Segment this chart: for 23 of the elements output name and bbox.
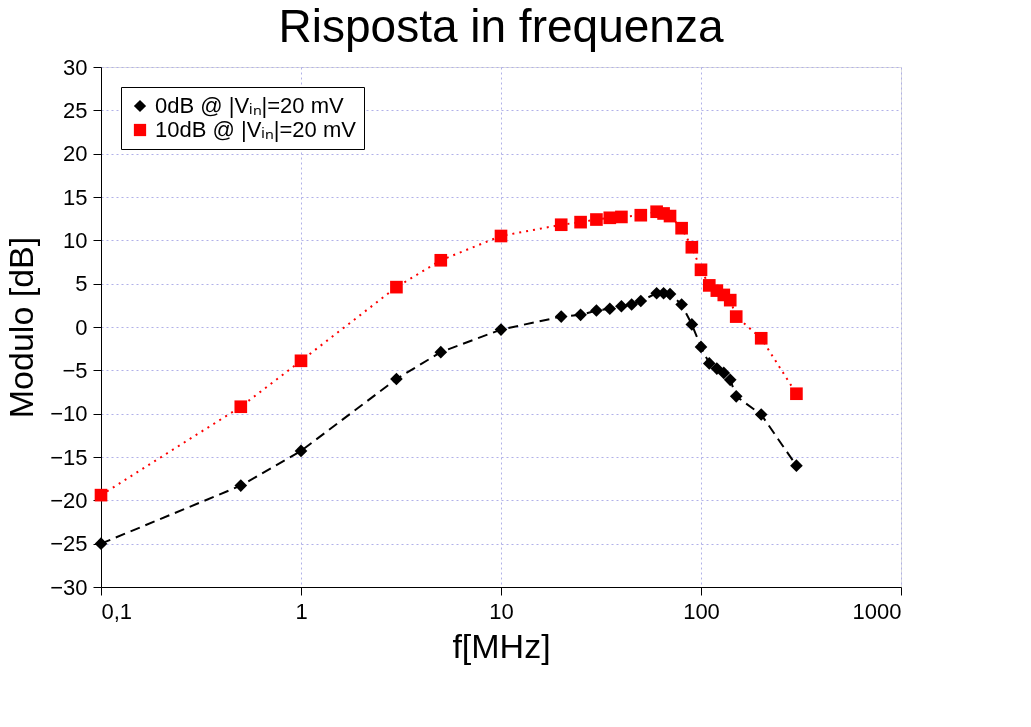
x-tick-label: 1 xyxy=(295,598,308,624)
x-tick-label: 1000 xyxy=(852,598,902,624)
y-tick-label: 0 xyxy=(75,314,88,340)
chart-title: Risposta in frequenza xyxy=(278,0,724,52)
y-tick-label: 25 xyxy=(63,97,88,123)
y-tick-label: −25 xyxy=(50,531,88,557)
y-tick-label: 5 xyxy=(75,271,88,297)
y-axis-title: Modulo [dB] xyxy=(2,236,41,419)
y-tick-label: −15 xyxy=(50,444,88,470)
y-tick-label: −30 xyxy=(50,574,88,600)
y-tick-label: 15 xyxy=(63,184,88,210)
x-tick-label: 100 xyxy=(683,598,720,624)
y-tick-label: −10 xyxy=(50,401,88,427)
y-tick-label: −5 xyxy=(62,357,88,383)
y-tick-label: 20 xyxy=(63,141,88,167)
legend-label: 0dB @ |Vᵢₙ|=20 mV xyxy=(155,93,345,118)
x-tick-label: 10 xyxy=(489,598,514,624)
x-tick-label: 0,1 xyxy=(101,598,133,624)
y-tick-label: 30 xyxy=(63,54,88,80)
y-tick-label: 10 xyxy=(63,227,88,253)
legend-label: 10dB @ |Vᵢₙ|=20 mV xyxy=(155,117,357,142)
y-tick-label: −20 xyxy=(50,487,88,513)
x-axis-title: f[MHz] xyxy=(452,626,551,665)
